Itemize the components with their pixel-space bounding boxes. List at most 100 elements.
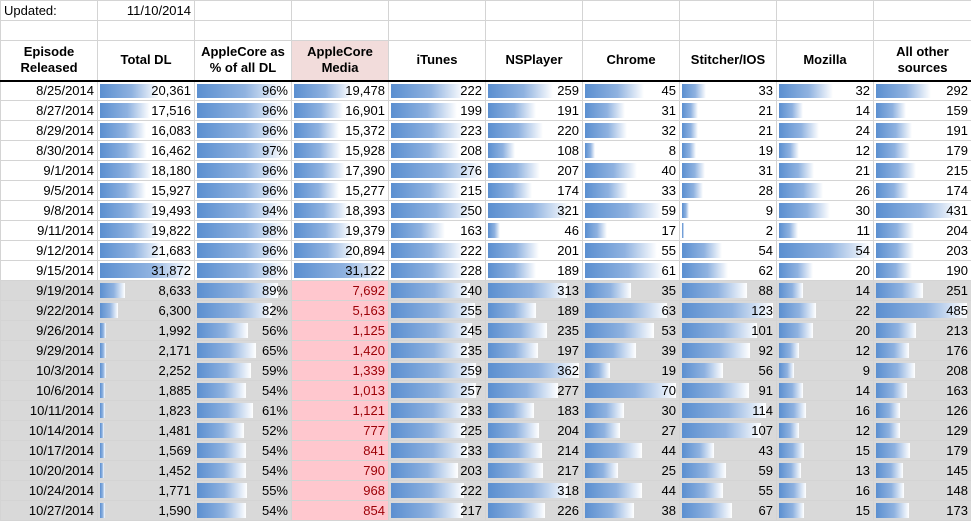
cell-total-dl[interactable]: 6,300 bbox=[97, 300, 195, 321]
cell-applecore-pct[interactable]: 54% bbox=[194, 440, 292, 461]
cell-episode-date[interactable]: 8/27/2014 bbox=[0, 100, 98, 121]
cell-all-other-sources[interactable]: 213 bbox=[873, 320, 971, 341]
cell-itunes[interactable]: 217 bbox=[388, 500, 486, 521]
empty-cell[interactable] bbox=[194, 0, 292, 21]
cell-episode-date[interactable]: 9/5/2014 bbox=[0, 180, 98, 201]
empty-cell[interactable] bbox=[388, 0, 486, 21]
empty-cell[interactable] bbox=[0, 20, 98, 41]
cell-stitcher-ios[interactable]: 59 bbox=[679, 460, 777, 481]
cell-stitcher-ios[interactable]: 62 bbox=[679, 260, 777, 281]
cell-total-dl[interactable]: 17,516 bbox=[97, 100, 195, 121]
cell-all-other-sources[interactable]: 145 bbox=[873, 460, 971, 481]
cell-chrome[interactable]: 33 bbox=[582, 180, 680, 201]
cell-chrome[interactable]: 53 bbox=[582, 320, 680, 341]
cell-total-dl[interactable]: 1,992 bbox=[97, 320, 195, 341]
cell-chrome[interactable]: 44 bbox=[582, 480, 680, 501]
cell-nsplayer[interactable]: 277 bbox=[485, 380, 583, 401]
cell-itunes[interactable]: 225 bbox=[388, 420, 486, 441]
cell-mozilla[interactable]: 16 bbox=[776, 480, 874, 501]
cell-mozilla[interactable]: 30 bbox=[776, 200, 874, 221]
header-episode-released[interactable]: Episode Released bbox=[0, 40, 98, 82]
cell-total-dl[interactable]: 1,771 bbox=[97, 480, 195, 501]
cell-applecore-media[interactable]: 19,379 bbox=[291, 220, 389, 241]
header-applecore-pct[interactable]: AppleCore as % of all DL bbox=[194, 40, 292, 82]
cell-mozilla[interactable]: 11 bbox=[776, 220, 874, 241]
cell-mozilla[interactable]: 14 bbox=[776, 280, 874, 301]
empty-cell[interactable] bbox=[582, 0, 680, 21]
cell-all-other-sources[interactable]: 129 bbox=[873, 420, 971, 441]
cell-all-other-sources[interactable]: 292 bbox=[873, 80, 971, 101]
empty-cell[interactable] bbox=[291, 0, 389, 21]
cell-applecore-pct[interactable]: 96% bbox=[194, 120, 292, 141]
cell-applecore-media[interactable]: 1,013 bbox=[291, 380, 389, 401]
cell-all-other-sources[interactable]: 431 bbox=[873, 200, 971, 221]
cell-applecore-pct[interactable]: 97% bbox=[194, 140, 292, 161]
cell-applecore-pct[interactable]: 98% bbox=[194, 260, 292, 281]
cell-all-other-sources[interactable]: 203 bbox=[873, 240, 971, 261]
empty-cell[interactable] bbox=[776, 20, 874, 41]
cell-chrome[interactable]: 35 bbox=[582, 280, 680, 301]
cell-mozilla[interactable]: 15 bbox=[776, 440, 874, 461]
cell-episode-date[interactable]: 10/3/2014 bbox=[0, 360, 98, 381]
cell-nsplayer[interactable]: 318 bbox=[485, 480, 583, 501]
cell-mozilla[interactable]: 32 bbox=[776, 80, 874, 101]
cell-all-other-sources[interactable]: 176 bbox=[873, 340, 971, 361]
cell-all-other-sources[interactable]: 148 bbox=[873, 480, 971, 501]
empty-cell[interactable] bbox=[485, 0, 583, 21]
cell-total-dl[interactable]: 2,252 bbox=[97, 360, 195, 381]
cell-itunes[interactable]: 208 bbox=[388, 140, 486, 161]
empty-cell[interactable] bbox=[582, 20, 680, 41]
cell-applecore-pct[interactable]: 56% bbox=[194, 320, 292, 341]
cell-total-dl[interactable]: 19,493 bbox=[97, 200, 195, 221]
cell-nsplayer[interactable]: 108 bbox=[485, 140, 583, 161]
empty-cell[interactable] bbox=[776, 0, 874, 21]
cell-chrome[interactable]: 17 bbox=[582, 220, 680, 241]
cell-applecore-pct[interactable]: 55% bbox=[194, 480, 292, 501]
cell-episode-date[interactable]: 9/11/2014 bbox=[0, 220, 98, 241]
cell-itunes[interactable]: 222 bbox=[388, 80, 486, 101]
cell-total-dl[interactable]: 1,481 bbox=[97, 420, 195, 441]
cell-stitcher-ios[interactable]: 28 bbox=[679, 180, 777, 201]
cell-mozilla[interactable]: 24 bbox=[776, 120, 874, 141]
cell-applecore-media[interactable]: 15,928 bbox=[291, 140, 389, 161]
cell-nsplayer[interactable]: 46 bbox=[485, 220, 583, 241]
cell-all-other-sources[interactable]: 191 bbox=[873, 120, 971, 141]
cell-episode-date[interactable]: 9/26/2014 bbox=[0, 320, 98, 341]
cell-episode-date[interactable]: 10/20/2014 bbox=[0, 460, 98, 481]
header-itunes[interactable]: iTunes bbox=[388, 40, 486, 82]
cell-applecore-pct[interactable]: 98% bbox=[194, 220, 292, 241]
cell-all-other-sources[interactable]: 163 bbox=[873, 380, 971, 401]
cell-all-other-sources[interactable]: 126 bbox=[873, 400, 971, 421]
cell-applecore-pct[interactable]: 96% bbox=[194, 240, 292, 261]
cell-applecore-pct[interactable]: 96% bbox=[194, 160, 292, 181]
cell-applecore-media[interactable]: 854 bbox=[291, 500, 389, 521]
cell-nsplayer[interactable]: 235 bbox=[485, 320, 583, 341]
cell-total-dl[interactable]: 19,822 bbox=[97, 220, 195, 241]
cell-nsplayer[interactable]: 197 bbox=[485, 340, 583, 361]
cell-stitcher-ios[interactable]: 91 bbox=[679, 380, 777, 401]
cell-all-other-sources[interactable]: 190 bbox=[873, 260, 971, 281]
cell-mozilla[interactable]: 22 bbox=[776, 300, 874, 321]
cell-mozilla[interactable]: 20 bbox=[776, 320, 874, 341]
cell-nsplayer[interactable]: 259 bbox=[485, 80, 583, 101]
cell-mozilla[interactable]: 26 bbox=[776, 180, 874, 201]
cell-stitcher-ios[interactable]: 33 bbox=[679, 80, 777, 101]
cell-episode-date[interactable]: 9/15/2014 bbox=[0, 260, 98, 281]
updated-date-cell[interactable]: 11/10/2014 bbox=[97, 0, 195, 21]
cell-itunes[interactable]: 215 bbox=[388, 180, 486, 201]
cell-total-dl[interactable]: 18,180 bbox=[97, 160, 195, 181]
cell-nsplayer[interactable]: 214 bbox=[485, 440, 583, 461]
cell-episode-date[interactable]: 9/12/2014 bbox=[0, 240, 98, 261]
cell-total-dl[interactable]: 31,872 bbox=[97, 260, 195, 281]
cell-chrome[interactable]: 40 bbox=[582, 160, 680, 181]
cell-chrome[interactable]: 45 bbox=[582, 80, 680, 101]
cell-episode-date[interactable]: 10/6/2014 bbox=[0, 380, 98, 401]
cell-itunes[interactable]: 250 bbox=[388, 200, 486, 221]
cell-nsplayer[interactable]: 191 bbox=[485, 100, 583, 121]
cell-all-other-sources[interactable]: 159 bbox=[873, 100, 971, 121]
cell-mozilla[interactable]: 12 bbox=[776, 140, 874, 161]
cell-mozilla[interactable]: 12 bbox=[776, 420, 874, 441]
cell-total-dl[interactable]: 15,927 bbox=[97, 180, 195, 201]
cell-stitcher-ios[interactable]: 67 bbox=[679, 500, 777, 521]
